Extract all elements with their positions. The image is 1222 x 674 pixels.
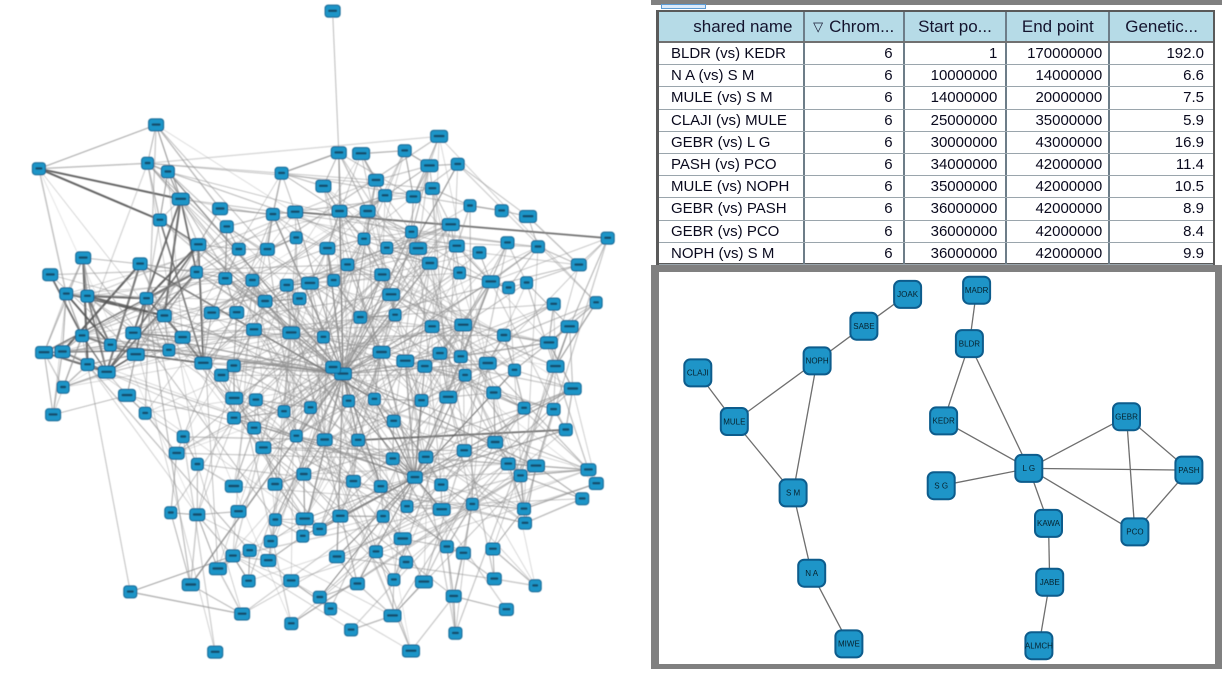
svg-text:L G: L G [1022, 464, 1035, 473]
svg-text:MULE: MULE [723, 417, 745, 426]
svg-text:CLAJI: CLAJI [687, 369, 709, 378]
svg-text:KEDR: KEDR [932, 417, 954, 426]
svg-text:NOPH: NOPH [806, 357, 829, 366]
svg-text:KAWA: KAWA [1037, 519, 1061, 528]
svg-text:S M: S M [786, 489, 801, 498]
svg-text:SABE: SABE [853, 322, 874, 331]
svg-text:JOAK: JOAK [897, 290, 919, 299]
svg-text:GEBR: GEBR [1115, 413, 1138, 422]
svg-text:S G: S G [934, 482, 948, 491]
svg-text:PASH: PASH [1178, 466, 1199, 475]
svg-text:MADR: MADR [965, 286, 989, 295]
svg-text:N A: N A [805, 569, 819, 578]
svg-text:BLDR: BLDR [959, 339, 981, 348]
svg-text:PCO: PCO [1126, 528, 1143, 537]
svg-text:MIWE: MIWE [838, 640, 860, 649]
svg-text:JABE: JABE [1040, 578, 1060, 587]
svg-text:ALMCH: ALMCH [1025, 642, 1053, 651]
